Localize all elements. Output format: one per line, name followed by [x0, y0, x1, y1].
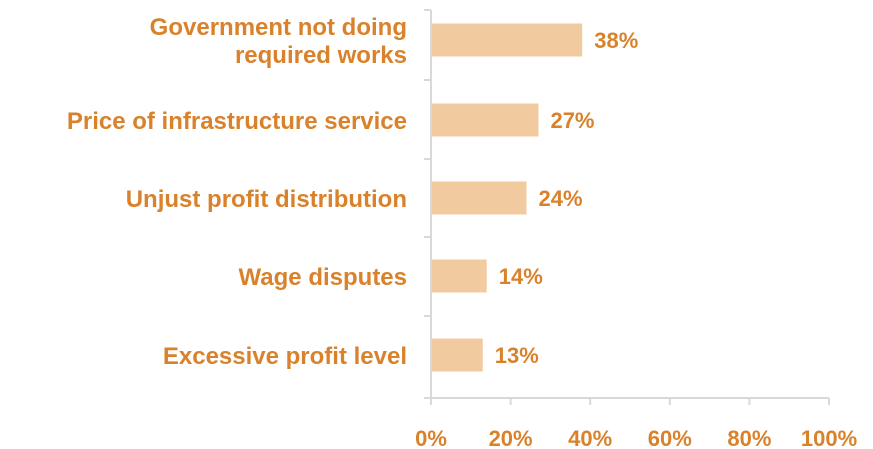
category-label-5: Excessive profit level: [163, 343, 407, 370]
value-label-3: 24%: [539, 186, 583, 211]
x-tick-label: 40%: [568, 426, 612, 449]
value-label-2: 27%: [550, 108, 594, 133]
bar-5: [432, 338, 483, 372]
value-label-1: 38%: [594, 28, 638, 53]
x-tick-label: 60%: [648, 426, 692, 449]
bar-3: [432, 181, 527, 215]
x-tick-label: 100%: [801, 426, 857, 449]
category-label-1: Government not doing required works: [150, 14, 407, 69]
bar-1: [432, 23, 583, 57]
x-axis: 0% 20% 40% 60% 80% 100%: [415, 397, 857, 449]
bar-2: [432, 103, 539, 137]
category-label-2: Price of infrastructure service: [67, 108, 407, 135]
value-label-5: 13%: [495, 343, 539, 368]
bar-4: [432, 259, 487, 293]
x-tick-label: 20%: [489, 426, 533, 449]
x-tick-label: 0%: [415, 426, 447, 449]
category-label-3: Unjust profit distribution: [126, 186, 407, 213]
category-label-4: Wage disputes: [239, 264, 407, 291]
x-tick-label: 80%: [727, 426, 771, 449]
value-label-4: 14%: [499, 264, 543, 289]
y-axis: Government not doing required works Price …: [67, 9, 432, 399]
bars: 38% 27% 24% 14% 13%: [432, 23, 638, 372]
